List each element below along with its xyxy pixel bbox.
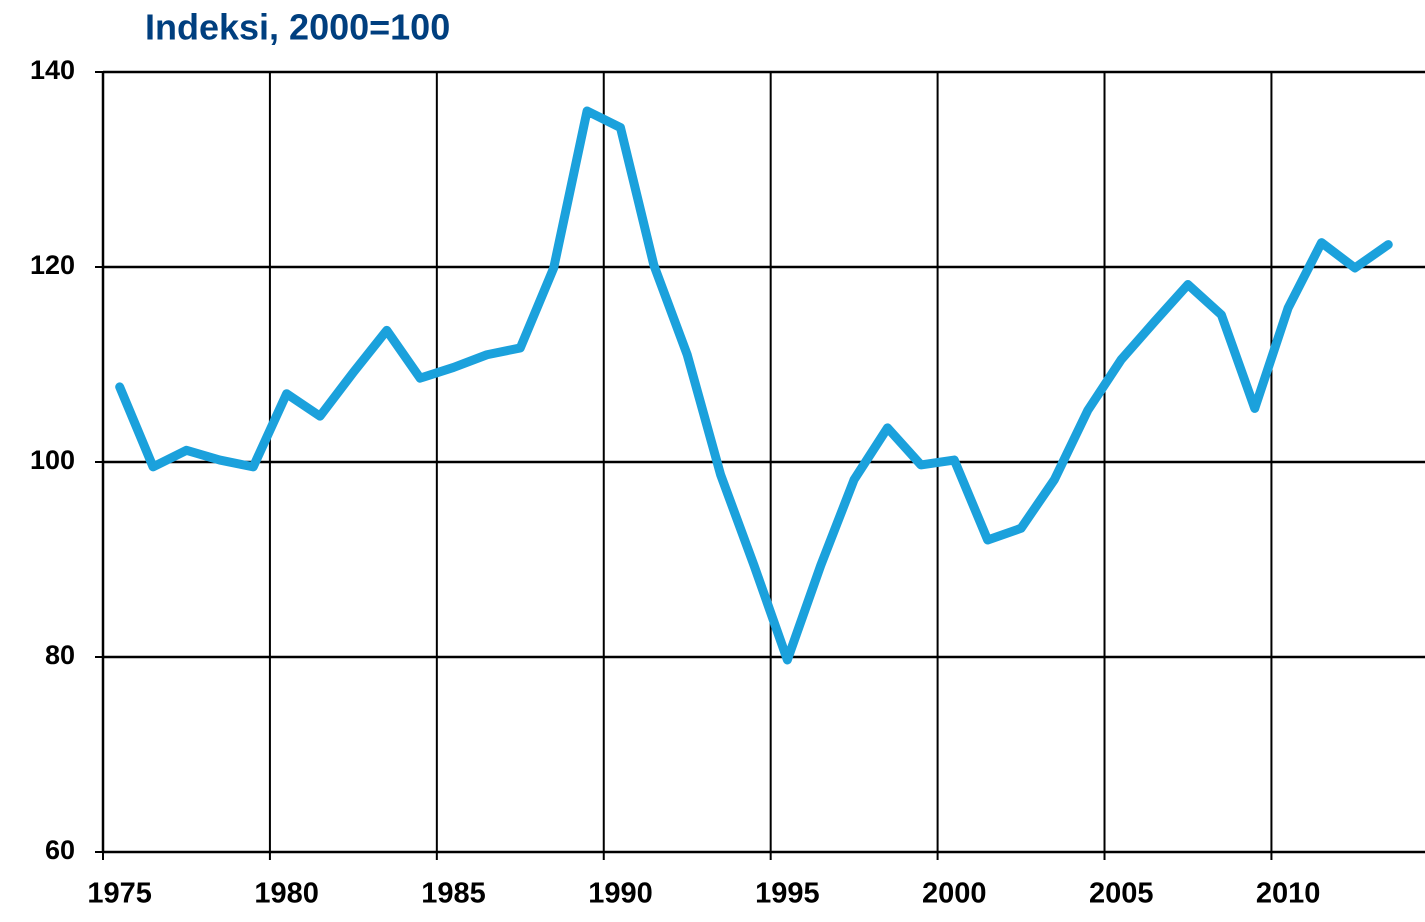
x-tick-label: 1990 [588,878,653,910]
chart-title: Indeksi, 2000=100 [145,7,450,48]
x-tick-label: 1980 [254,878,319,910]
x-tick-label: 2000 [922,878,987,910]
x-tick-label: 1975 [87,878,152,910]
x-tick-label: 1985 [421,878,486,910]
y-tick-label: 140 [30,55,75,85]
y-tick-label: 100 [30,445,75,475]
data-line [115,106,1393,665]
y-tick-label: 60 [45,835,75,865]
x-tick-label: 2010 [1256,878,1321,910]
y-tick-label: 120 [30,250,75,280]
x-tick-label: 1995 [755,878,820,910]
y-tick-label: 80 [45,640,75,670]
x-tick-label: 2005 [1089,878,1154,910]
